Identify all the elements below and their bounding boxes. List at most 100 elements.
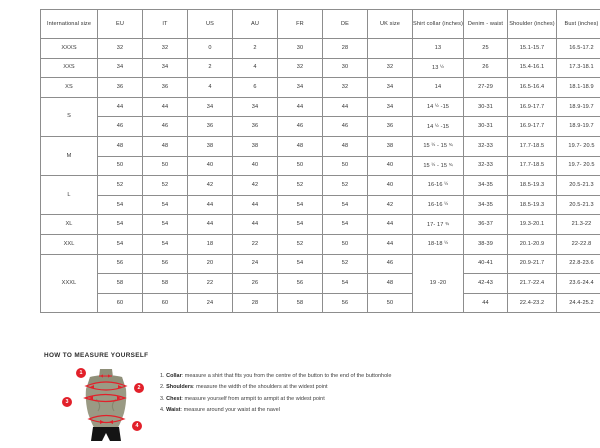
cell-denim-waist: 27-29	[464, 78, 508, 98]
cell-us: 2	[188, 58, 233, 78]
measure-instructions-list: 1. Collar: measure a shirt that fits you…	[160, 367, 391, 416]
cell-shoulder: 20.9-21.7	[508, 254, 557, 274]
cell-uk-size: 50	[368, 293, 413, 313]
cell-bust: 20.5-21.3	[557, 195, 600, 215]
cell-eu: 52	[98, 176, 143, 196]
cell-au: 26	[233, 274, 278, 294]
column-header-denim-waist: Denim - waist	[464, 10, 508, 39]
cell-us: 34	[188, 97, 233, 117]
cell-eu: 46	[98, 117, 143, 137]
cell-fr: 56	[278, 274, 323, 294]
cell-eu: 50	[98, 156, 143, 176]
cell-international-size: XL	[41, 215, 98, 235]
measure-instruction: 2. Shoulders: measure the width of the s…	[160, 382, 391, 393]
cell-de: 28	[323, 39, 368, 59]
size-chart-container: International size EU IT US AU FR DE UK …	[40, 9, 561, 313]
cell-de: 56	[323, 293, 368, 313]
cell-eu: 44	[98, 97, 143, 117]
cell-international-size: XXS	[41, 58, 98, 78]
cell-uk-size: 44	[368, 234, 413, 254]
cell-us: 24	[188, 293, 233, 313]
cell-au: 2	[233, 39, 278, 59]
cell-eu: 32	[98, 39, 143, 59]
cell-eu: 36	[98, 78, 143, 98]
cell-eu: 60	[98, 293, 143, 313]
measure-badge-1: 1	[76, 368, 86, 378]
cell-us: 0	[188, 39, 233, 59]
cell-eu: 54	[98, 234, 143, 254]
cell-us: 4	[188, 78, 233, 98]
cell-au: 44	[233, 215, 278, 235]
cell-au: 38	[233, 136, 278, 156]
measure-instruction: 3. Chest: measure yourself from armpit t…	[160, 394, 391, 405]
cell-uk-size: 44	[368, 215, 413, 235]
cell-it: 32	[143, 39, 188, 59]
cell-bust: 19.7- 20.5	[557, 156, 600, 176]
cell-au: 36	[233, 117, 278, 137]
cell-au: 34	[233, 97, 278, 117]
column-header-international-size: International size	[41, 10, 98, 39]
cell-de: 46	[323, 117, 368, 137]
cell-bust: 17.3-18.1	[557, 58, 600, 78]
cell-shoulder: 17.7-18.5	[508, 136, 557, 156]
cell-it: 50	[143, 156, 188, 176]
cell-uk-size: 48	[368, 274, 413, 294]
cell-us: 40	[188, 156, 233, 176]
measure-badge-4: 4	[132, 421, 142, 431]
cell-au: 4	[233, 58, 278, 78]
cell-bust: 18.9-19.7	[557, 117, 600, 137]
cell-international-size: M	[41, 136, 98, 175]
how-to-measure-heading: HOW TO MEASURE YOURSELF	[44, 352, 564, 359]
cell-denim-waist: 25	[464, 39, 508, 59]
cell-shoulder: 19.3-20.1	[508, 215, 557, 235]
cell-shirt-collar: 15 ½ - 15 ¾	[413, 156, 464, 176]
cell-shirt-collar: 14	[413, 78, 464, 98]
cell-us: 44	[188, 195, 233, 215]
table-header-row: International size EU IT US AU FR DE UK …	[41, 10, 600, 39]
cell-shirt-collar: 16-16 ½	[413, 176, 464, 196]
cell-denim-waist: 42-43	[464, 274, 508, 294]
cell-denim-waist: 36-37	[464, 215, 508, 235]
cell-bust: 18.1-18.9	[557, 78, 600, 98]
cell-fr: 32	[278, 58, 323, 78]
cell-us: 36	[188, 117, 233, 137]
cell-it: 36	[143, 78, 188, 98]
cell-au: 44	[233, 195, 278, 215]
cell-us: 18	[188, 234, 233, 254]
cell-fr: 54	[278, 195, 323, 215]
cell-it: 48	[143, 136, 188, 156]
cell-uk-size: 38	[368, 136, 413, 156]
cell-fr: 54	[278, 215, 323, 235]
cell-us: 44	[188, 215, 233, 235]
cell-shoulder: 22.4-23.2	[508, 293, 557, 313]
cell-it: 46	[143, 117, 188, 137]
cell-it: 54	[143, 195, 188, 215]
cell-international-size: XXXL	[41, 254, 98, 313]
cell-uk-size: 40	[368, 176, 413, 196]
cell-fr: 30	[278, 39, 323, 59]
how-to-measure-section: HOW TO MEASURE YOURSELF	[44, 352, 564, 439]
cell-shirt-collar: 13	[413, 39, 464, 59]
cell-eu: 48	[98, 136, 143, 156]
cell-shirt-collar: 16-16 ½	[413, 195, 464, 215]
cell-shoulder: 18.5-19.3	[508, 195, 557, 215]
cell-international-size: S	[41, 97, 98, 136]
cell-uk-size: 40	[368, 156, 413, 176]
table-header: International size EU IT US AU FR DE UK …	[41, 10, 600, 39]
cell-it: 54	[143, 234, 188, 254]
column-header-uk-size: UK size	[368, 10, 413, 39]
cell-it: 58	[143, 274, 188, 294]
cell-fr: 52	[278, 234, 323, 254]
cell-bust: 16.5-17.2	[557, 39, 600, 59]
cell-shoulder: 18.5-19.3	[508, 176, 557, 196]
cell-de: 50	[323, 156, 368, 176]
cell-de: 52	[323, 254, 368, 274]
cell-shirt-collar: 19 -20	[413, 254, 464, 313]
cell-shirt-collar: 15 ½ - 15 ¾	[413, 136, 464, 156]
